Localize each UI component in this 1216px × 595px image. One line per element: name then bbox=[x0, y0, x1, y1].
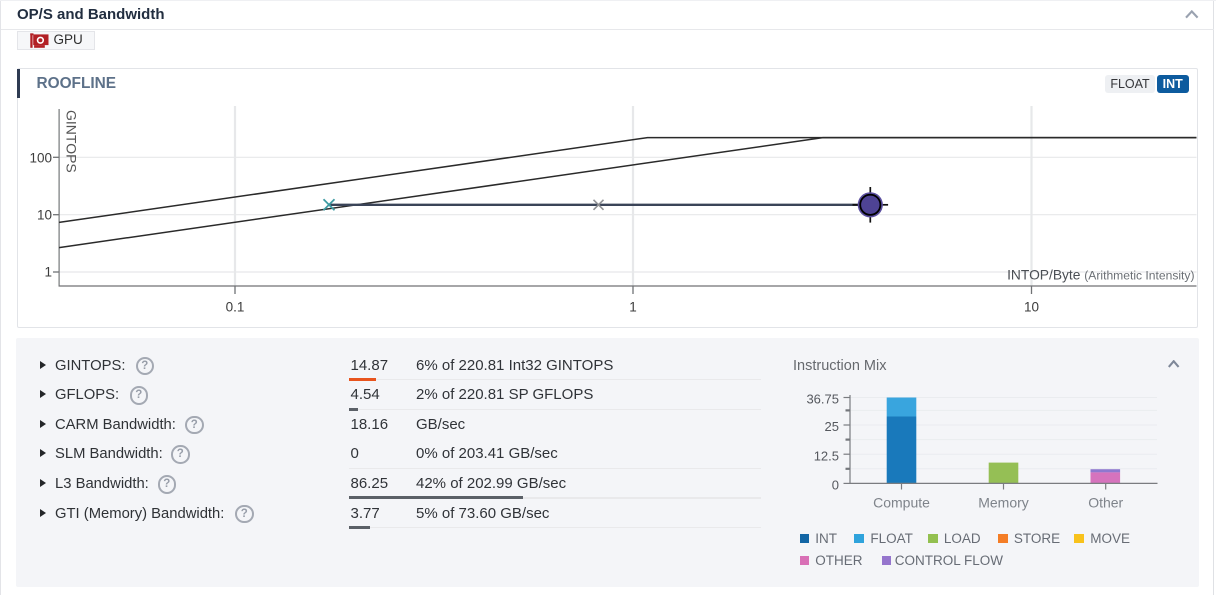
svg-text:1: 1 bbox=[44, 264, 52, 279]
svg-text:Other: Other bbox=[1088, 495, 1123, 511]
svg-text:25: 25 bbox=[825, 419, 839, 434]
svg-text:36.75: 36.75 bbox=[806, 392, 839, 407]
svg-text:INTOP/Byte (Arithmetic Intensi: INTOP/Byte (Arithmetic Intensity) bbox=[1007, 268, 1194, 283]
svg-text:0: 0 bbox=[832, 478, 839, 493]
svg-text:GINTOPS: GINTOPS bbox=[64, 110, 80, 173]
svg-text:12.5: 12.5 bbox=[814, 448, 839, 463]
svg-text:Compute: Compute bbox=[873, 495, 930, 511]
svg-text:100: 100 bbox=[29, 150, 52, 165]
svg-text:1: 1 bbox=[629, 300, 637, 315]
svg-text:0.1: 0.1 bbox=[226, 300, 245, 315]
svg-text:10: 10 bbox=[37, 208, 52, 223]
svg-text:10: 10 bbox=[1024, 300, 1039, 315]
svg-text:Memory: Memory bbox=[978, 495, 1029, 511]
